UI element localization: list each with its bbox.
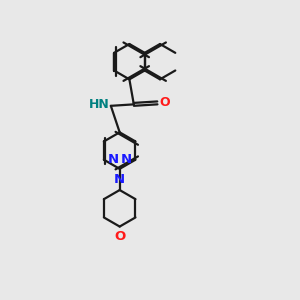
Text: N: N [121,153,132,166]
Text: N: N [108,153,119,166]
Text: O: O [160,96,170,110]
Text: O: O [114,230,125,243]
Text: N: N [114,173,125,186]
Text: HN: HN [88,98,110,111]
